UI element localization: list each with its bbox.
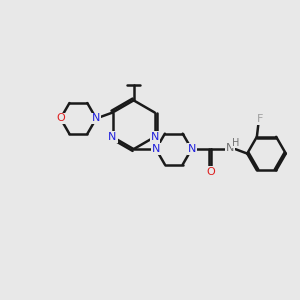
Text: N: N	[151, 132, 159, 142]
Text: F: F	[256, 114, 263, 124]
Text: N: N	[92, 113, 100, 124]
Text: H: H	[232, 138, 240, 148]
Text: N: N	[226, 143, 234, 153]
Text: O: O	[207, 167, 215, 177]
Text: N: N	[188, 144, 196, 154]
Text: N: N	[152, 144, 160, 154]
Text: N: N	[108, 132, 117, 142]
Text: O: O	[56, 113, 65, 124]
